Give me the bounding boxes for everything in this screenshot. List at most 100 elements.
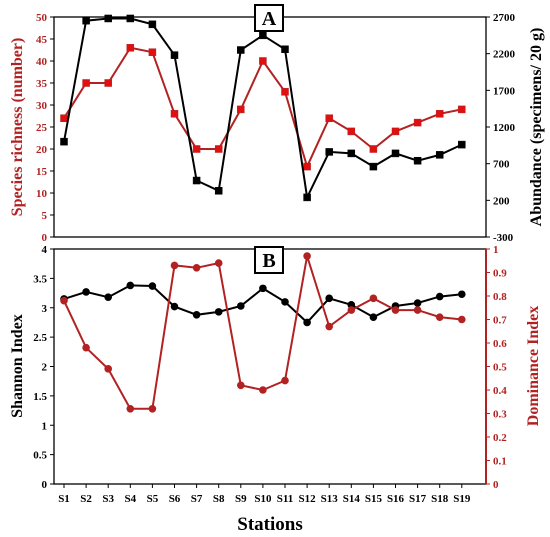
panel-b-right-axis: 0 0.1 0.2 0.3 0.4 0.5 0.6 0.7 0.8 0.9 1	[486, 244, 507, 491]
x-tick-label: S10	[254, 493, 272, 505]
left-tick-label: 20	[36, 144, 48, 156]
data-point	[259, 31, 267, 40]
left-tick-label: 2.5	[33, 332, 47, 344]
x-tick-label: S4	[124, 493, 136, 505]
panel-a-right-axis: -300 200 700 1200 1700 2200 2700	[486, 12, 516, 244]
data-point	[104, 293, 112, 301]
data-point	[369, 294, 378, 303]
data-point	[281, 45, 289, 54]
left-tick-label: 10	[36, 188, 48, 200]
left-tick-label: 0	[42, 479, 48, 491]
data-point	[148, 20, 157, 29]
left-tick-label: 2	[42, 362, 48, 374]
right-tick-label: 1200	[493, 122, 516, 134]
panel-b: 0 0.5 1 1.5 2 2.5 3 3.5 4 0 0.1 0.2 0.3 0.4 0.5 0.6 0.7…	[9, 244, 542, 505]
left-tick-label: 1	[42, 420, 48, 432]
panel-b-left-axis: 0 0.5 1 1.5 2 2.5 3 3.5 4	[33, 244, 54, 491]
data-point	[369, 313, 378, 321]
data-point	[148, 48, 157, 56]
data-point	[369, 145, 378, 153]
series-line	[63, 17, 463, 201]
data-point	[458, 140, 466, 149]
left-tick-label: 3	[42, 303, 48, 315]
left-tick-label: 15	[36, 166, 48, 178]
x-tick-label: S3	[102, 493, 114, 505]
panel-b-series	[60, 252, 466, 413]
x-tick-label: S7	[191, 493, 203, 505]
data-point	[60, 296, 68, 305]
data-point	[82, 343, 90, 352]
data-point	[126, 14, 135, 23]
data-point	[170, 302, 179, 311]
x-tick-label: S13	[321, 493, 339, 505]
left-tick-label: 0.5	[33, 450, 47, 462]
x-axis-stations: S1 S2 S3 S4 S5 S6 S7 S8 S9 S10 S11 S12 S13 S14 S15 S16 S…	[58, 484, 471, 505]
data-point	[60, 137, 68, 146]
right-tick-label: 0.6	[493, 338, 507, 350]
data-point	[126, 405, 135, 413]
left-tick-label: 1.5	[33, 391, 47, 403]
left-tick-label: 3.5	[33, 273, 47, 285]
left-tick-label: 5	[42, 210, 48, 222]
right-tick-label: 0.8	[493, 291, 507, 303]
right-tick-label: 0.4	[493, 385, 507, 397]
data-point	[391, 149, 400, 158]
data-point	[126, 281, 135, 290]
right-tick-label: 0	[493, 479, 499, 491]
left-tick-label: 25	[36, 122, 48, 134]
data-point	[325, 322, 334, 331]
data-point	[413, 118, 422, 127]
x-tick-label: S6	[169, 493, 181, 505]
data-point	[237, 381, 245, 390]
series-line	[63, 255, 462, 410]
right-tick-label: 2700	[493, 12, 516, 24]
data-point	[192, 264, 201, 272]
data-point	[192, 145, 201, 153]
data-point	[82, 288, 90, 296]
data-point	[347, 127, 356, 136]
right-tick-label: 0.9	[493, 268, 507, 280]
data-point	[303, 162, 311, 171]
data-point	[435, 292, 444, 301]
data-point	[104, 79, 112, 87]
left-tick-label: 35	[36, 78, 48, 90]
x-tick-label: S9	[235, 493, 247, 505]
data-point	[170, 261, 179, 270]
data-point	[192, 311, 201, 319]
data-point	[303, 318, 311, 327]
data-point	[303, 252, 311, 260]
data-point	[281, 298, 289, 306]
data-point	[325, 148, 333, 156]
data-point	[303, 193, 311, 202]
panel-a-left-axis: 0 5 10 15 20 25 30 35 40 45 50	[36, 12, 54, 244]
data-point	[435, 151, 444, 159]
data-point	[325, 294, 334, 303]
panel-b-frame	[53, 248, 487, 485]
x-tick-label: S12	[299, 493, 317, 505]
data-point	[458, 290, 466, 299]
panel-a-series	[60, 14, 466, 202]
data-point	[458, 315, 466, 324]
data-point	[237, 105, 245, 114]
data-point	[413, 156, 422, 165]
right-tick-label: 0.5	[493, 362, 507, 374]
panel-a-frame	[53, 16, 487, 238]
left-tick-label: 50	[36, 12, 48, 24]
data-point	[259, 386, 267, 394]
x-tick-label: S19	[453, 493, 471, 505]
data-point	[435, 313, 444, 321]
x-axis-title: Stations	[237, 514, 302, 535]
data-point	[237, 302, 245, 310]
x-tick-label: S18	[431, 493, 449, 505]
left-tick-label: 0	[42, 232, 48, 244]
data-point	[192, 176, 201, 185]
data-point	[148, 405, 157, 413]
left-tick-label: 30	[36, 100, 48, 112]
panel-b-label-box	[254, 246, 284, 274]
data-point	[60, 114, 68, 122]
dominance-axis-label: Dominance Index	[525, 306, 542, 426]
data-point	[170, 110, 179, 118]
data-point	[369, 162, 378, 171]
x-tick-label: S14	[343, 493, 361, 505]
